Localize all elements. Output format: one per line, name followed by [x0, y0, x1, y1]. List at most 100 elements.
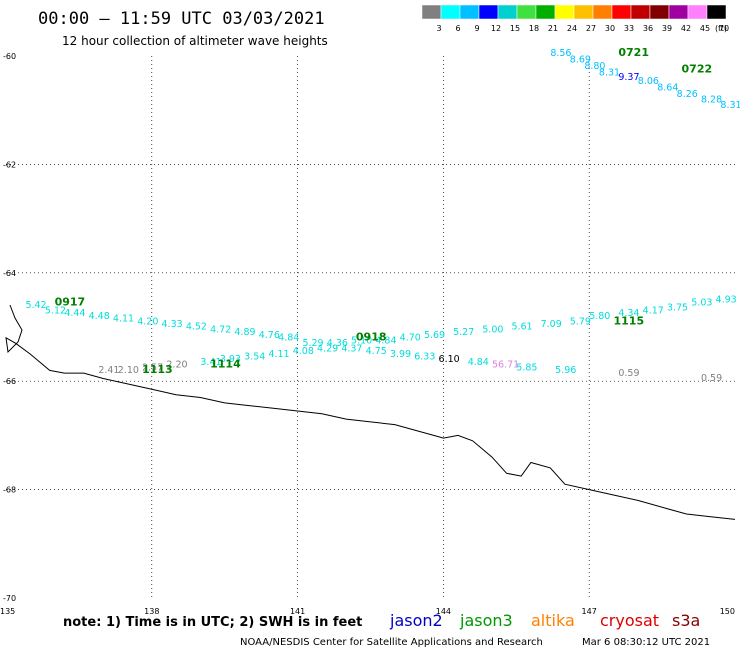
wave-height-value: 4.93 — [716, 295, 737, 306]
colorbar-swatch — [421, 4, 442, 20]
wave-height-value: 8.06 — [638, 76, 659, 87]
wave-height-value: 3.41 — [200, 357, 221, 368]
satellite-jason3: jason3 — [459, 611, 513, 630]
longitude-tick: 141 — [290, 607, 305, 616]
wave-height-value: 4.37 — [341, 343, 362, 354]
track-time-label: 1113 — [142, 363, 173, 376]
colorbar-swatch — [687, 4, 708, 20]
wave-height-value: 3.99 — [390, 349, 411, 360]
satellite-jason2: jason2 — [389, 611, 443, 630]
wave-height-value: 0.59 — [701, 373, 722, 384]
colorbar-swatch — [668, 4, 689, 20]
track-time-label: 0721 — [618, 46, 649, 59]
colorbar-swatch — [592, 4, 613, 20]
wave-height-value: 4.11 — [268, 349, 289, 360]
wave-height-value: 5.85 — [516, 362, 537, 373]
wave-height-value: 4.76 — [259, 330, 280, 341]
colorbar-label: 33 — [624, 24, 634, 33]
wave-height-value: 3.54 — [244, 352, 265, 363]
longitude-tick-labels: 135 138 141 144 147 150 — [0, 607, 735, 616]
wave-height-value: 4.52 — [186, 322, 207, 333]
wave-height-observations: 8.568.698.808.319.378.068.648.26 8.288.31… — [25, 48, 740, 384]
longitude-tick: 147 — [582, 607, 597, 616]
colorbar-legend: 3 6 9 12 15 18 21 24 27 30 33 36 39 42 45 70(ft) — [421, 4, 729, 33]
wave-height-value: 4.36 — [327, 338, 348, 349]
latitude-tick: -70 — [3, 594, 16, 603]
latitude-tick: -68 — [3, 486, 16, 495]
wave-height-value: 8.69 — [570, 55, 591, 66]
colorbar-swatch — [497, 4, 518, 20]
wave-height-value: 2.57 — [142, 362, 163, 373]
wave-height-value: 8.56 — [550, 48, 571, 59]
colorbar-label: 12 — [491, 24, 501, 33]
satellite-cryosat: cryosat — [600, 611, 659, 630]
colorbar-label: 45 — [700, 24, 710, 33]
colorbar-unit: (ft) — [715, 24, 727, 33]
wave-height-value: 8.28 — [701, 95, 722, 106]
wave-height-value: 56.71 — [492, 360, 519, 371]
colorbar-swatch — [478, 4, 499, 20]
colorbar-label: 9 — [474, 24, 479, 33]
wave-height-value: 4.17 — [643, 305, 664, 316]
wave-height-value: 4.84 — [468, 357, 489, 368]
latitude-tick: -64 — [3, 269, 16, 278]
satellite-altika: altika — [531, 611, 575, 630]
latitude-tick-labels: -60 -62 -64 -66 -68 -70 — [3, 52, 16, 603]
map-graticule — [6, 56, 735, 598]
latitude-tick: -62 — [3, 160, 16, 169]
wave-height-value: 9.37 — [618, 72, 639, 83]
wave-height-value: 5.61 — [511, 322, 532, 333]
wave-height-value: 3.75 — [667, 303, 688, 314]
wave-height-value: 4.72 — [210, 324, 231, 335]
colorbar-swatch — [630, 4, 651, 20]
wave-height-value: 4.75 — [366, 346, 387, 357]
wave-height-value: 4.33 — [162, 319, 183, 330]
colorbar-swatch — [611, 4, 632, 20]
wave-height-value: 6.33 — [414, 352, 435, 363]
wave-height-value: 8.26 — [677, 89, 698, 100]
track-time-labels: 0721 0722 0917 0918 1115 1113 1114 — [55, 46, 713, 376]
colorbar-label: 27 — [586, 24, 596, 33]
footer-timestamp: Mar 6 08:30:12 UTC 2021 — [582, 637, 710, 648]
satellite-s3a: s3a — [672, 611, 700, 630]
wave-height-value: 2.41 — [98, 365, 119, 376]
colorbar-label: 70 — [719, 24, 729, 33]
wave-height-value: 6.10 — [439, 354, 460, 365]
colorbar-label: 24 — [567, 24, 577, 33]
wave-height-value: 5.00 — [482, 324, 503, 335]
wave-height-value: 4.20 — [137, 316, 158, 327]
wave-height-value: 5.69 — [424, 330, 445, 341]
wave-height-value: 5.79 — [570, 316, 591, 327]
track-time-label: 0917 — [55, 295, 86, 308]
colorbar-swatch — [554, 4, 575, 20]
map-subtitle: 12 hour collection of altimeter wave hei… — [62, 34, 328, 48]
wave-height-value: 5.27 — [453, 327, 474, 338]
wave-height-value: 4.11 — [113, 314, 134, 325]
satellite-legend: jason2 jason3 altika cryosat s3a — [389, 611, 700, 630]
longitude-tick: 138 — [144, 607, 159, 616]
colorbar-swatch — [706, 4, 727, 20]
map-title: 00:00 – 11:59 UTC 03/03/2021 — [38, 9, 325, 29]
wave-height-value: 8.64 — [657, 83, 678, 94]
colorbar-label: 6 — [455, 24, 460, 33]
colorbar-label: 30 — [605, 24, 615, 33]
colorbar-label: 3 — [436, 24, 441, 33]
latitude-tick: -66 — [3, 377, 16, 386]
longitude-tick: 144 — [436, 607, 451, 616]
wave-height-value: 4.44 — [64, 308, 85, 319]
longitude-tick: 150 — [720, 607, 735, 616]
wave-height-value: 4.29 — [317, 343, 338, 354]
colorbar-swatch — [440, 4, 461, 20]
latitude-tick: -60 — [3, 52, 16, 61]
wave-height-value: 7.09 — [541, 319, 562, 330]
wave-height-value: 5.12 — [45, 305, 66, 316]
wave-height-value: 5.29 — [302, 338, 323, 349]
wave-height-value: 5.96 — [555, 365, 576, 376]
wave-height-value: 3.93 — [220, 354, 241, 365]
colorbar-label: 18 — [529, 24, 539, 33]
track-time-label: 0918 — [356, 331, 387, 344]
wave-height-value: 8.31 — [720, 100, 740, 111]
wave-height-value: 5.03 — [691, 297, 712, 308]
colorbar-label: 15 — [510, 24, 520, 33]
